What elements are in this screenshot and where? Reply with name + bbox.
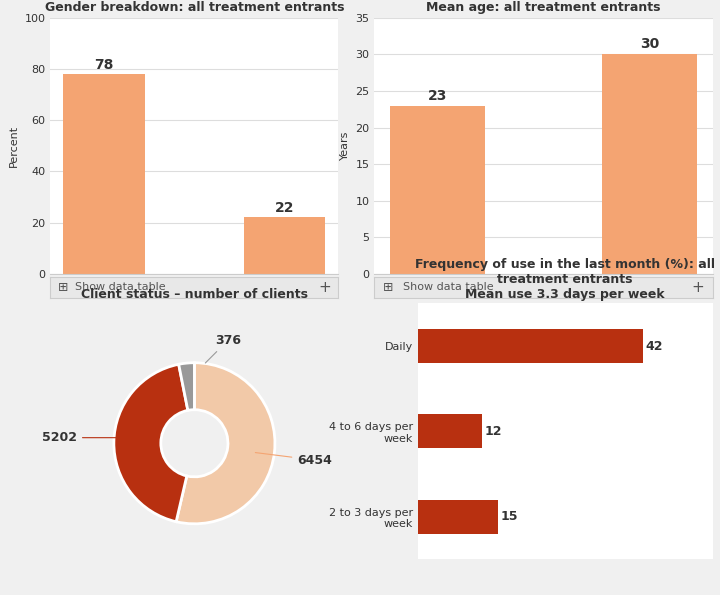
- Wedge shape: [179, 363, 194, 411]
- Text: 30: 30: [640, 37, 660, 52]
- Wedge shape: [176, 363, 275, 524]
- Text: 6454: 6454: [256, 453, 332, 466]
- Text: Show data table: Show data table: [75, 282, 166, 292]
- Text: 23: 23: [428, 89, 447, 103]
- Text: ⊞: ⊞: [58, 281, 68, 293]
- Text: +: +: [318, 280, 331, 295]
- Bar: [418, 500, 498, 534]
- Text: 78: 78: [94, 58, 114, 71]
- Text: 5202: 5202: [42, 431, 135, 444]
- Title: Mean age: all treatment entrants: Mean age: all treatment entrants: [426, 1, 661, 14]
- Wedge shape: [114, 364, 188, 522]
- Text: ⊞: ⊞: [383, 281, 393, 293]
- Bar: [244, 217, 325, 274]
- Bar: [602, 54, 698, 274]
- Text: 376: 376: [205, 334, 241, 363]
- Title: Gender breakdown: all treatment entrants: Gender breakdown: all treatment entrants: [45, 1, 344, 14]
- Text: Show data table: Show data table: [403, 282, 494, 292]
- Text: 15: 15: [501, 510, 518, 523]
- Text: 22: 22: [275, 201, 294, 215]
- Bar: [63, 74, 145, 274]
- Text: 12: 12: [485, 425, 502, 438]
- Y-axis label: Percent: Percent: [9, 125, 19, 167]
- Text: 42: 42: [646, 340, 663, 353]
- Bar: [418, 329, 643, 363]
- Bar: [390, 105, 485, 274]
- Title: Client status – number of clients: Client status – number of clients: [81, 288, 308, 301]
- Bar: [418, 414, 482, 449]
- Y-axis label: Years: Years: [340, 131, 350, 161]
- Text: +: +: [692, 280, 704, 295]
- Title: Frequency of use in the last month (%): all
treatment entrants
Mean use 3.3 days: Frequency of use in the last month (%): …: [415, 258, 715, 301]
